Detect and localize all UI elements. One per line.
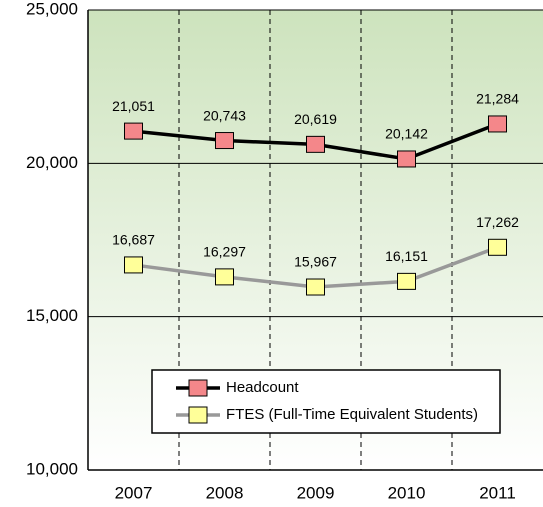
value-label: 20,142 <box>385 126 428 142</box>
x-tick-label: 2008 <box>206 483 244 502</box>
legend-marker <box>188 406 208 424</box>
y-tick-label: 10,000 <box>26 459 78 478</box>
marker <box>397 272 416 290</box>
x-tick-label: 2010 <box>388 483 426 502</box>
marker <box>488 115 507 133</box>
marker <box>306 278 325 296</box>
value-label: 16,687 <box>112 232 155 248</box>
value-label: 20,619 <box>294 111 337 127</box>
legend-label: Headcount <box>226 379 299 396</box>
marker <box>488 238 507 256</box>
value-label: 16,297 <box>203 244 246 260</box>
x-tick-label: 2011 <box>479 483 516 502</box>
marker <box>306 135 325 153</box>
value-label: 16,151 <box>385 248 428 264</box>
x-tick-label: 2009 <box>297 483 335 502</box>
value-label: 17,262 <box>476 214 519 230</box>
y-tick-label: 20,000 <box>26 153 78 172</box>
y-tick-label: 15,000 <box>26 306 78 325</box>
y-tick-label: 25,000 <box>26 0 78 18</box>
value-label: 21,284 <box>476 91 519 107</box>
value-label: 15,967 <box>294 254 337 270</box>
legend-box <box>151 369 501 434</box>
value-label: 20,743 <box>203 107 246 123</box>
x-tick-label: 2007 <box>115 483 153 502</box>
value-label: 21,051 <box>112 98 155 114</box>
marker <box>215 268 234 286</box>
marker <box>124 122 143 140</box>
legend-label: FTES (Full-Time Equivalent Students) <box>226 406 478 423</box>
marker <box>124 256 143 274</box>
marker <box>215 132 234 150</box>
marker <box>397 150 416 168</box>
legend-marker <box>188 379 208 397</box>
